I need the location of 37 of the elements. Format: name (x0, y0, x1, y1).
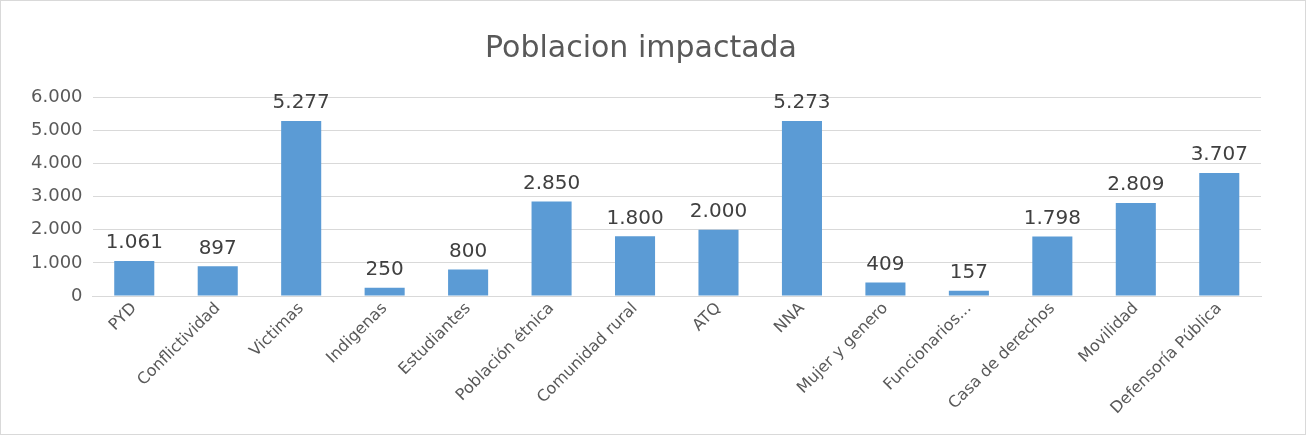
data-label: 5.273 (773, 89, 831, 114)
bar (448, 269, 489, 296)
data-label: 250 (365, 255, 404, 280)
y-tick-label: 0 (71, 283, 83, 305)
bar (1115, 202, 1156, 296)
bar (114, 260, 155, 296)
bar (531, 201, 572, 296)
data-label: 1.061 (105, 229, 163, 254)
data-label: 5.277 (272, 89, 330, 114)
bar (364, 287, 405, 296)
y-tick-label: 5.000 (31, 117, 83, 139)
y-tick-label: 6.000 (31, 84, 83, 106)
data-label: 3.707 (1190, 141, 1248, 166)
chart-title: Poblacion impactada (485, 28, 797, 64)
data-label: 409 (866, 250, 905, 275)
bar (698, 229, 739, 296)
y-tick-label: 3.000 (31, 184, 83, 206)
bar (615, 236, 656, 296)
y-tick-label: 2.000 (31, 217, 83, 239)
data-label: 1.800 (606, 204, 664, 229)
data-label: 2.000 (689, 197, 748, 222)
x-tick-label: PYD (104, 298, 141, 334)
bar (197, 266, 238, 296)
data-label: 2.809 (1107, 171, 1165, 196)
bar (1032, 236, 1073, 296)
data-label: 897 (198, 234, 237, 259)
bar (781, 121, 822, 296)
data-label: 157 (949, 259, 988, 284)
bar (948, 290, 989, 296)
data-label: 800 (449, 237, 488, 262)
data-label: 1.798 (1023, 204, 1081, 229)
bar (1199, 173, 1240, 296)
bar (865, 282, 906, 296)
y-tick-label: 4.000 (31, 151, 83, 173)
y-tick-label: 1.000 (31, 250, 83, 272)
data-label: 2.850 (522, 169, 581, 194)
bar (281, 120, 322, 296)
